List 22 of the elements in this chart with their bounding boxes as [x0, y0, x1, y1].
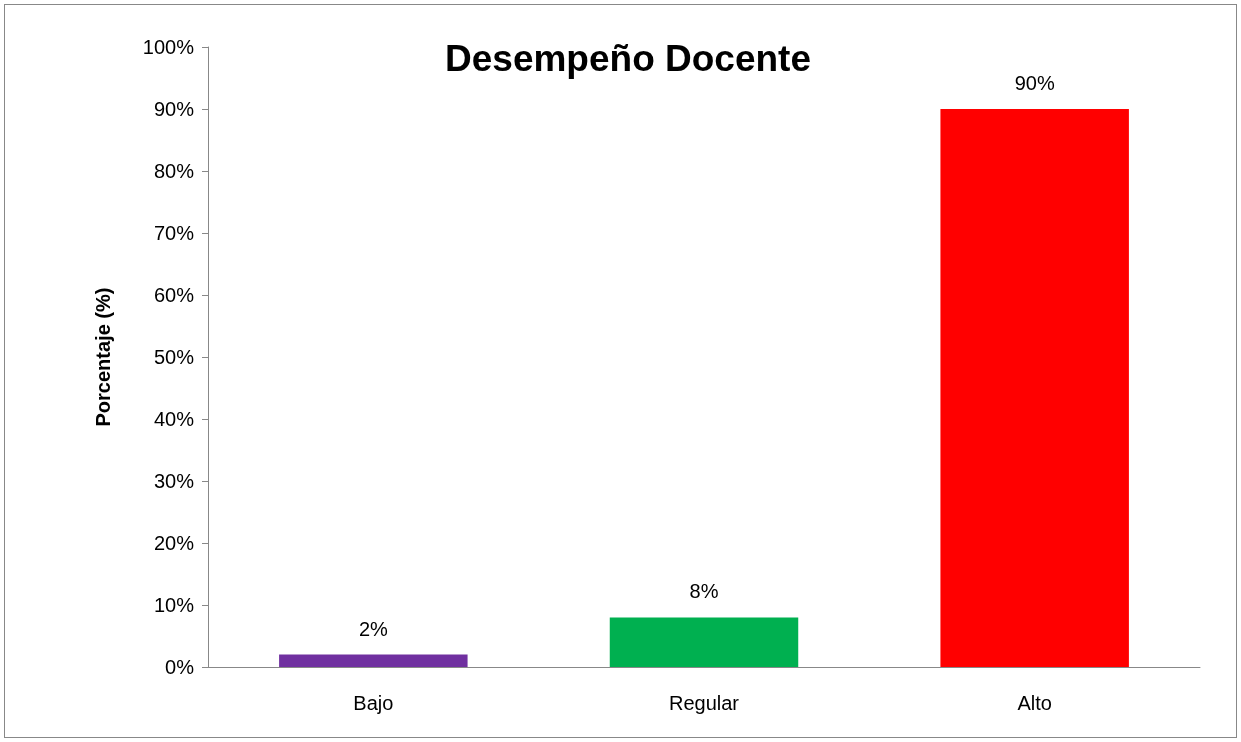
data-label: 8%	[689, 580, 719, 603]
y-tick-label: 80%	[153, 160, 195, 182]
data-label: 2%	[358, 617, 388, 640]
y-tick-label: 10%	[153, 594, 195, 616]
y-tick-label: 40%	[153, 408, 195, 430]
bar	[609, 617, 799, 667]
y-tick-label: 50%	[153, 346, 195, 368]
x-tick-label: Alto	[1017, 692, 1052, 714]
y-tick-label: 90%	[153, 98, 195, 120]
y-tick-label: 30%	[153, 470, 195, 492]
y-axis-title: Porcentaje (%)	[92, 287, 114, 427]
bar	[940, 109, 1129, 667]
y-tick-label: 70%	[153, 222, 195, 244]
y-tick-label: 60%	[153, 284, 195, 306]
data-label: 90%	[1014, 72, 1055, 94]
y-tick-label: 100%	[142, 36, 195, 58]
bar	[279, 654, 468, 667]
chart-title: Desempeño Docente	[445, 38, 811, 79]
y-tick-label: 20%	[153, 532, 195, 554]
y-tick-label: 0%	[165, 656, 195, 678]
x-tick-label: Bajo	[353, 692, 394, 714]
x-tick-label: Regular	[668, 692, 740, 714]
